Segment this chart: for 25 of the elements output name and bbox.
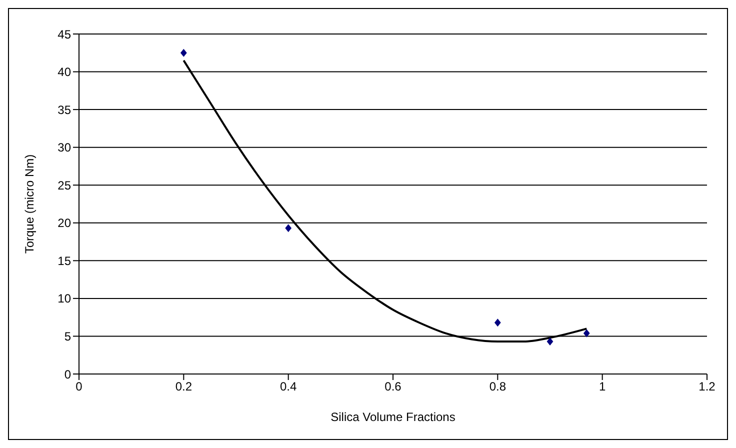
y-tick-label: 20: [58, 216, 72, 230]
y-tick-label: 25: [58, 178, 72, 192]
chart-frame: 0 0.2 0.4 0.6 0.8 1 1.2 Silica Volume Fractions 0 5 10 15 20 25 30 35 40 45 Torque (micro Nm): [8, 8, 728, 440]
y-tick-label: 10: [58, 292, 72, 306]
x-tick-label: 1.2: [698, 380, 716, 394]
y-tick-label: 0: [64, 367, 72, 382]
x-tick-label: 0.6: [384, 380, 402, 394]
point: [546, 338, 554, 346]
y-tick-label: 30: [58, 140, 72, 155]
x-tick-label: 0.4: [280, 380, 297, 394]
y-axis-title: Torque (micro Nm): [22, 154, 36, 254]
point: [285, 224, 292, 232]
point: [494, 318, 501, 327]
x-axis-title: Silica Volume Fractions: [330, 410, 456, 424]
point: [180, 48, 187, 57]
y-tick-label: 35: [58, 102, 72, 117]
y-tick-label: 40: [58, 65, 72, 80]
x-tick-label: 1: [598, 380, 606, 394]
y-tick-label: 15: [58, 254, 72, 268]
x-tick-label: 0: [76, 380, 83, 394]
x-tick-label: 0.2: [175, 380, 192, 394]
y-tick-label: 45: [58, 27, 72, 42]
x-tick-label: 0.8: [489, 380, 506, 394]
point: [583, 329, 590, 338]
y-tick-label: 5: [64, 329, 72, 344]
